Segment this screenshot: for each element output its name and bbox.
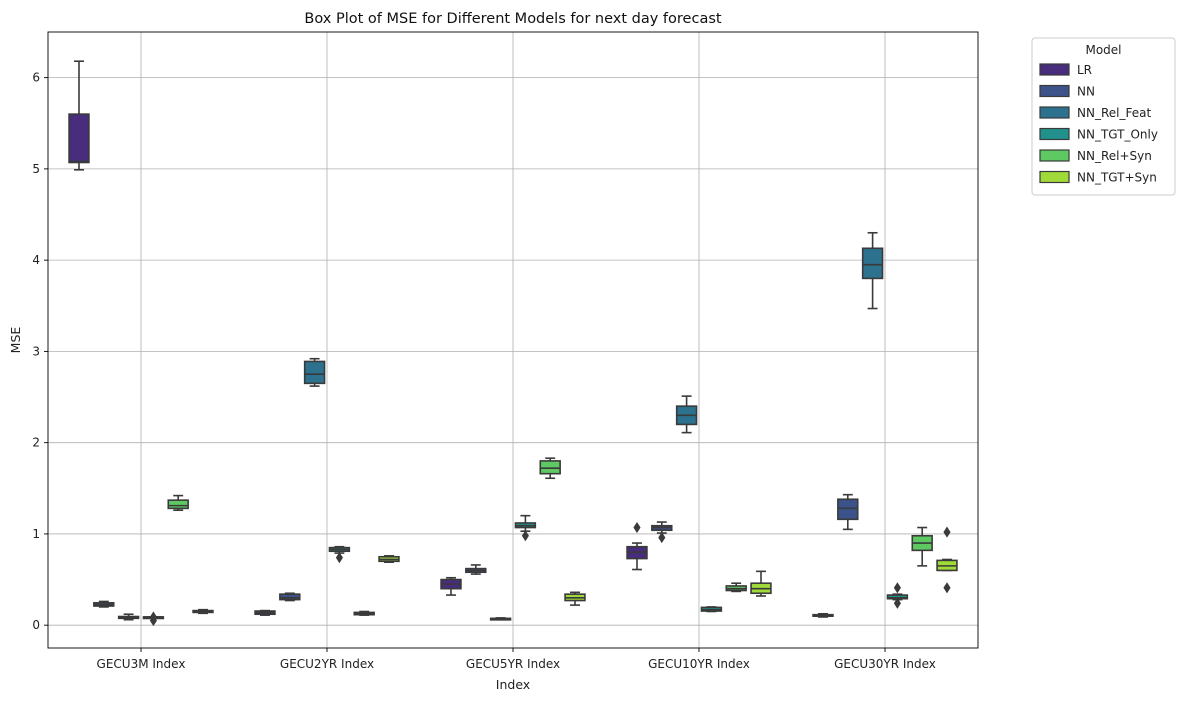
box-LR-4 (812, 612, 834, 618)
x-axis-ticks: GECU3M Index GECU2YR Index GECU5YR Index GE… (97, 648, 936, 671)
box-body (837, 498, 859, 521)
y-tick-label-1: 1 (32, 527, 40, 541)
box-body (68, 113, 90, 164)
box-NN_TGT_Only-2 (514, 514, 537, 542)
chart-title: Box Plot of MSE for Different Models for… (304, 11, 721, 27)
outlier-point-0 (521, 530, 529, 542)
grid-lines (48, 32, 978, 648)
box-NN_Rel_Feat-0 (117, 613, 140, 621)
legend-title: Model (1085, 43, 1121, 57)
y-tick-label-5: 5 (32, 162, 40, 176)
y-tick-label-2: 2 (32, 436, 40, 450)
box-NN-2 (465, 564, 487, 575)
outlier-point-0 (658, 532, 666, 544)
x-axis-label: Index (496, 677, 530, 692)
legend-label: NN_TGT+Syn (1077, 171, 1157, 185)
box-body (279, 593, 301, 601)
legend: Model LR NN NN_Rel_Feat NN_TGT_Only NN_Rel+S… (1031, 37, 1176, 196)
box-LR-1 (254, 609, 276, 616)
legend-label: NN_Rel+Syn (1077, 149, 1152, 163)
box-NN-0 (93, 600, 115, 608)
outlier-point-0 (893, 597, 901, 609)
outlier-point-1 (893, 582, 901, 594)
box-NN-4 (837, 493, 859, 531)
outlier-point-0 (943, 582, 951, 594)
legend-item-NN_Rel_Feat: NN_Rel_Feat (1039, 106, 1151, 120)
legend-swatch (1039, 127, 1070, 141)
box-NN_Rel+Syn-0 (167, 494, 189, 511)
x-tick-label-0: GECU3M Index (97, 657, 186, 671)
y-axis-ticks: 0 1 2 3 4 5 6 (32, 71, 48, 632)
legend-item-LR: LR (1039, 63, 1092, 77)
legend-item-NN_TGT+Syn: NN_TGT+Syn (1039, 170, 1157, 185)
legend-item-NN_Rel+Syn: NN_Rel+Syn (1039, 149, 1152, 163)
box-NN_TGT+Syn-0 (192, 608, 214, 615)
box-NN_TGT+Syn-4 (936, 526, 958, 594)
x-tick-label-4: GECU30YR Index (834, 657, 936, 671)
legend-swatch (1039, 149, 1070, 162)
box-NN_Rel_Feat-4 (861, 231, 884, 310)
legend-label: NN_TGT_Only (1077, 128, 1158, 142)
legend-label: NN_Rel_Feat (1077, 106, 1151, 120)
box-NN_Rel+Syn-2 (539, 457, 561, 480)
box-body (167, 499, 189, 510)
outlier-point-0 (633, 521, 641, 534)
box-body (539, 460, 561, 475)
box-body (303, 360, 326, 385)
box-NN_TGT_Only-3 (700, 606, 723, 613)
x-tick-label-3: GECU10YR Index (648, 657, 750, 671)
x-tick-label-2: GECU5YR Index (466, 657, 560, 671)
y-tick-label-4: 4 (32, 253, 40, 267)
legend-item-NN: NN (1039, 84, 1095, 99)
box-LR-0 (68, 60, 90, 171)
y-axis-label: MSE (8, 327, 23, 354)
legend-swatch (1039, 84, 1070, 98)
legend-item-NN_TGT_Only: NN_TGT_Only (1039, 127, 1158, 142)
box-NN_Rel_Feat-3 (675, 395, 698, 434)
outlier-point-0 (335, 552, 343, 564)
outlier-point-1 (943, 526, 951, 538)
box-NN_Rel_Feat-1 (303, 357, 326, 387)
legend-label: NN (1077, 85, 1095, 99)
box-NN_TGT+Syn-1 (378, 555, 400, 564)
y-tick-label-0: 0 (32, 618, 40, 632)
y-tick-label-6: 6 (32, 71, 40, 85)
legend-swatch (1039, 170, 1070, 184)
box-LR-3 (626, 521, 648, 571)
box-NN_Rel+Syn-3 (725, 582, 747, 593)
box-LR-2 (440, 576, 462, 596)
legend-label: LR (1077, 63, 1092, 77)
box-NN_Rel+Syn-1 (353, 610, 375, 616)
box-NN-3 (651, 521, 673, 544)
box-NN-1 (279, 592, 301, 602)
box-NN_TGT+Syn-3 (750, 570, 772, 597)
box-NN_TGT_Only-0 (142, 611, 165, 627)
box-NN_TGT+Syn-2 (564, 591, 586, 606)
box-body (861, 247, 884, 280)
box-NN_TGT_Only-4 (886, 582, 909, 609)
legend-items: LR NN NN_Rel_Feat NN_TGT_Only NN_Rel+Syn NN_T… (1039, 63, 1158, 185)
outlier-point-1 (149, 611, 157, 623)
box-NN_Rel_Feat-2 (489, 617, 512, 621)
box-NN_TGT_Only-1 (328, 545, 351, 564)
legend-swatch (1039, 63, 1070, 76)
box-NN_Rel+Syn-4 (911, 526, 933, 567)
box-groups (68, 60, 958, 627)
y-tick-label-3: 3 (32, 344, 40, 358)
legend-swatch (1039, 106, 1070, 119)
x-tick-label-1: GECU2YR Index (280, 657, 374, 671)
